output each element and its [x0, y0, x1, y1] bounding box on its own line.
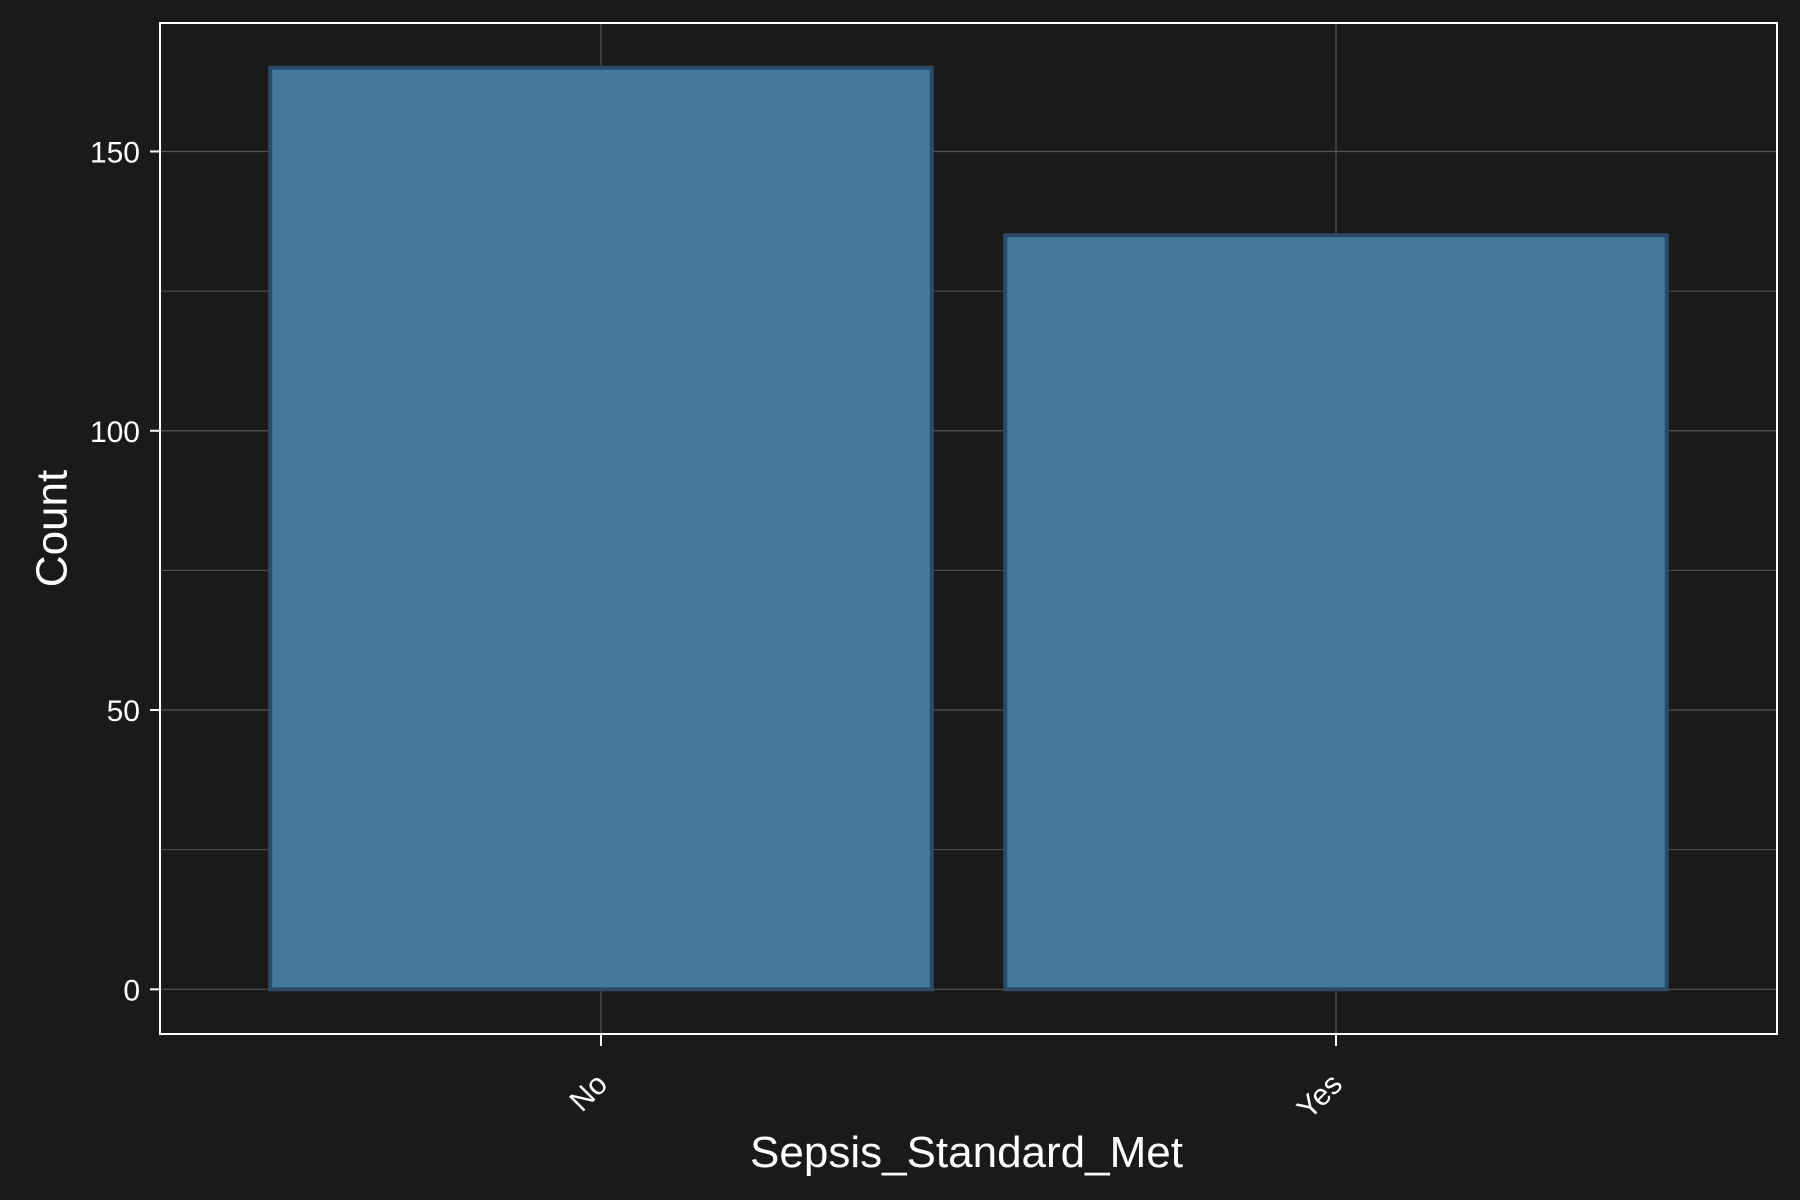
- y-tick-label: 0: [123, 974, 140, 1007]
- x-axis-title: Sepsis_Standard_Met: [750, 1128, 1183, 1177]
- y-tick-label: 50: [107, 695, 140, 728]
- bars: [268, 65, 1669, 992]
- y-axis-title: Count: [28, 470, 77, 587]
- plot-panel-border: [159, 22, 1778, 1035]
- bar-no: [268, 65, 934, 992]
- y-tick-label: 150: [90, 136, 140, 169]
- bar-yes: [1003, 233, 1669, 992]
- y-tick-label: 100: [90, 416, 140, 449]
